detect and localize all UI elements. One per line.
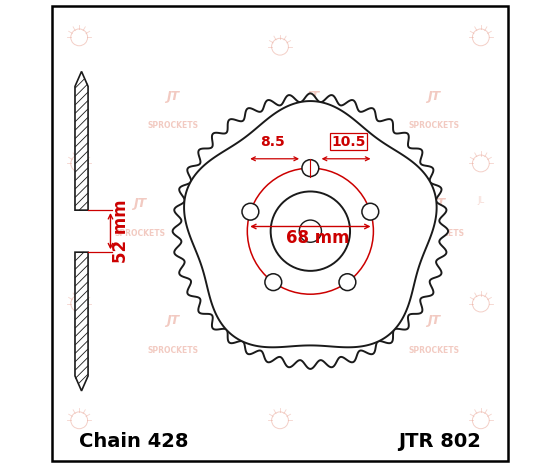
Circle shape <box>302 160 319 177</box>
Text: SPROCKETS: SPROCKETS <box>413 229 464 238</box>
Circle shape <box>362 203 379 220</box>
Text: JL: JL <box>477 196 484 205</box>
Circle shape <box>339 274 356 290</box>
Polygon shape <box>172 93 448 369</box>
Text: JT: JT <box>166 314 179 327</box>
Text: SPROCKETS: SPROCKETS <box>147 346 198 354</box>
Text: 52 mm: 52 mm <box>112 199 130 263</box>
Text: SPROCKETS: SPROCKETS <box>409 121 460 130</box>
Text: JT: JT <box>432 197 445 210</box>
Text: 10.5: 10.5 <box>331 134 366 149</box>
Text: Chain 428: Chain 428 <box>79 432 189 451</box>
Polygon shape <box>75 252 88 391</box>
Text: JT: JT <box>427 314 441 327</box>
Text: JT: JT <box>306 90 319 103</box>
Text: JT: JT <box>133 197 147 210</box>
Text: JT: JT <box>306 314 319 327</box>
Text: SPROCKETS: SPROCKETS <box>287 229 338 238</box>
Text: JL: JL <box>277 196 283 205</box>
Text: SPROCKETS: SPROCKETS <box>287 346 338 354</box>
Circle shape <box>270 191 350 271</box>
Text: JT: JT <box>166 90 179 103</box>
Text: SPROCKETS: SPROCKETS <box>147 121 198 130</box>
Text: 8.5: 8.5 <box>260 134 284 149</box>
Text: JT: JT <box>427 90 441 103</box>
Text: SPROCKETS: SPROCKETS <box>114 229 165 238</box>
Text: JL: JL <box>80 196 87 205</box>
Text: JTR 802: JTR 802 <box>398 432 481 451</box>
Text: 68 mm: 68 mm <box>286 229 349 247</box>
Circle shape <box>265 274 282 290</box>
Circle shape <box>242 203 259 220</box>
Text: JT: JT <box>306 197 319 210</box>
Circle shape <box>299 220 321 242</box>
Polygon shape <box>184 101 437 347</box>
Polygon shape <box>75 71 88 210</box>
Text: SPROCKETS: SPROCKETS <box>409 346 460 354</box>
Text: SPROCKETS: SPROCKETS <box>287 121 338 130</box>
